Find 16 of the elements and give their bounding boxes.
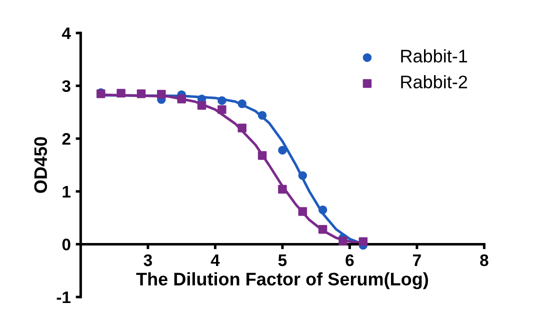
x-axis-title: The Dilution Factor of Serum(Log) <box>136 272 428 290</box>
legend-label: Rabbit-1 <box>401 49 468 63</box>
y-tick-label: 0 <box>62 238 70 250</box>
x-tick-label: 6 <box>346 254 354 266</box>
y-tick-label: 1 <box>62 186 71 198</box>
x-tick-label: 7 <box>413 254 421 266</box>
y-tick-label: 3 <box>62 80 70 92</box>
x-tick-label: 4 <box>210 254 220 266</box>
y-tick-label: 2 <box>62 133 70 145</box>
legend-label: Rabbit-2 <box>401 75 468 88</box>
y-axis-title: OD450 <box>34 137 48 193</box>
y-tick-label: 4 <box>62 28 71 40</box>
y-tick-label: -1 <box>56 292 71 304</box>
x-tick-label: 5 <box>278 254 287 266</box>
x-tick-label: 3 <box>144 254 152 266</box>
x-tick-label: 8 <box>480 254 488 266</box>
